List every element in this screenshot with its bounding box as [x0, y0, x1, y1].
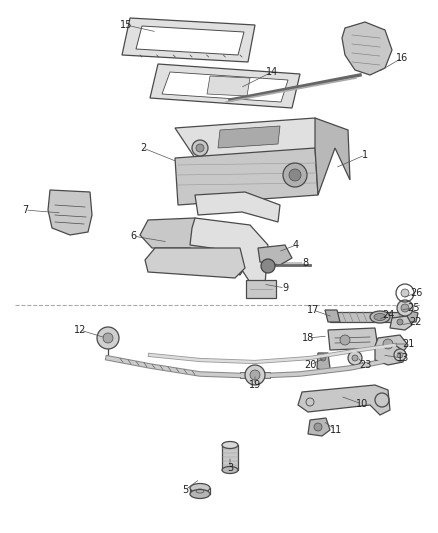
- Circle shape: [401, 304, 409, 312]
- Polygon shape: [328, 328, 378, 350]
- Text: 11: 11: [330, 425, 342, 435]
- Text: 22: 22: [410, 317, 422, 327]
- Polygon shape: [317, 353, 330, 373]
- Circle shape: [397, 319, 403, 325]
- Text: 16: 16: [396, 53, 408, 63]
- Polygon shape: [308, 418, 330, 436]
- Circle shape: [397, 300, 413, 316]
- Polygon shape: [375, 345, 405, 365]
- Circle shape: [401, 289, 409, 297]
- Circle shape: [97, 327, 119, 349]
- Polygon shape: [207, 76, 250, 96]
- Ellipse shape: [190, 489, 210, 498]
- Circle shape: [250, 370, 260, 380]
- Text: 10: 10: [356, 399, 368, 409]
- Polygon shape: [195, 192, 280, 222]
- Circle shape: [397, 352, 403, 358]
- Text: 2: 2: [140, 143, 146, 153]
- Text: 8: 8: [302, 258, 308, 268]
- Bar: [222, 445, 238, 470]
- Polygon shape: [162, 72, 288, 102]
- Ellipse shape: [370, 311, 390, 323]
- Text: 7: 7: [22, 205, 28, 215]
- Polygon shape: [258, 245, 292, 265]
- Text: 3: 3: [227, 463, 233, 473]
- Polygon shape: [298, 385, 390, 415]
- Polygon shape: [136, 26, 244, 55]
- Circle shape: [245, 365, 265, 385]
- Polygon shape: [342, 22, 392, 75]
- Polygon shape: [175, 118, 335, 158]
- Text: 20: 20: [304, 360, 316, 370]
- Text: 14: 14: [266, 67, 278, 77]
- Text: 15: 15: [120, 20, 132, 30]
- Text: 6: 6: [130, 231, 136, 241]
- Text: 19: 19: [249, 380, 261, 390]
- Polygon shape: [375, 335, 408, 352]
- Circle shape: [289, 169, 301, 181]
- Circle shape: [340, 335, 350, 345]
- Text: 13: 13: [397, 353, 409, 363]
- Polygon shape: [390, 316, 412, 330]
- Text: 23: 23: [359, 360, 371, 370]
- Polygon shape: [406, 310, 418, 322]
- Text: 17: 17: [307, 305, 319, 315]
- Circle shape: [352, 355, 358, 361]
- Ellipse shape: [374, 313, 386, 320]
- Text: 18: 18: [302, 333, 314, 343]
- Polygon shape: [48, 190, 92, 235]
- Circle shape: [383, 339, 393, 349]
- Circle shape: [196, 144, 204, 152]
- Ellipse shape: [222, 466, 238, 473]
- Polygon shape: [150, 64, 300, 108]
- Circle shape: [192, 140, 208, 156]
- Text: 25: 25: [408, 303, 420, 313]
- Text: 26: 26: [410, 288, 422, 298]
- Circle shape: [283, 163, 307, 187]
- Polygon shape: [218, 126, 280, 148]
- Polygon shape: [175, 148, 318, 205]
- Polygon shape: [190, 218, 268, 290]
- Circle shape: [314, 423, 322, 431]
- Bar: [246, 280, 276, 298]
- Circle shape: [348, 351, 362, 365]
- Polygon shape: [325, 310, 340, 322]
- Circle shape: [394, 349, 406, 361]
- Ellipse shape: [222, 441, 238, 448]
- Circle shape: [320, 355, 326, 361]
- Text: 12: 12: [74, 325, 86, 335]
- Ellipse shape: [190, 483, 210, 492]
- Polygon shape: [145, 248, 245, 278]
- Bar: [240, 372, 270, 378]
- Text: 5: 5: [182, 485, 188, 495]
- Circle shape: [103, 333, 113, 343]
- Text: 24: 24: [382, 310, 394, 320]
- Circle shape: [261, 259, 275, 273]
- Text: 21: 21: [402, 339, 414, 349]
- Polygon shape: [122, 18, 255, 62]
- Text: 1: 1: [362, 150, 368, 160]
- Bar: [330, 312, 410, 322]
- Polygon shape: [315, 118, 350, 195]
- Polygon shape: [140, 218, 250, 275]
- Text: 4: 4: [293, 240, 299, 250]
- Text: 9: 9: [282, 283, 288, 293]
